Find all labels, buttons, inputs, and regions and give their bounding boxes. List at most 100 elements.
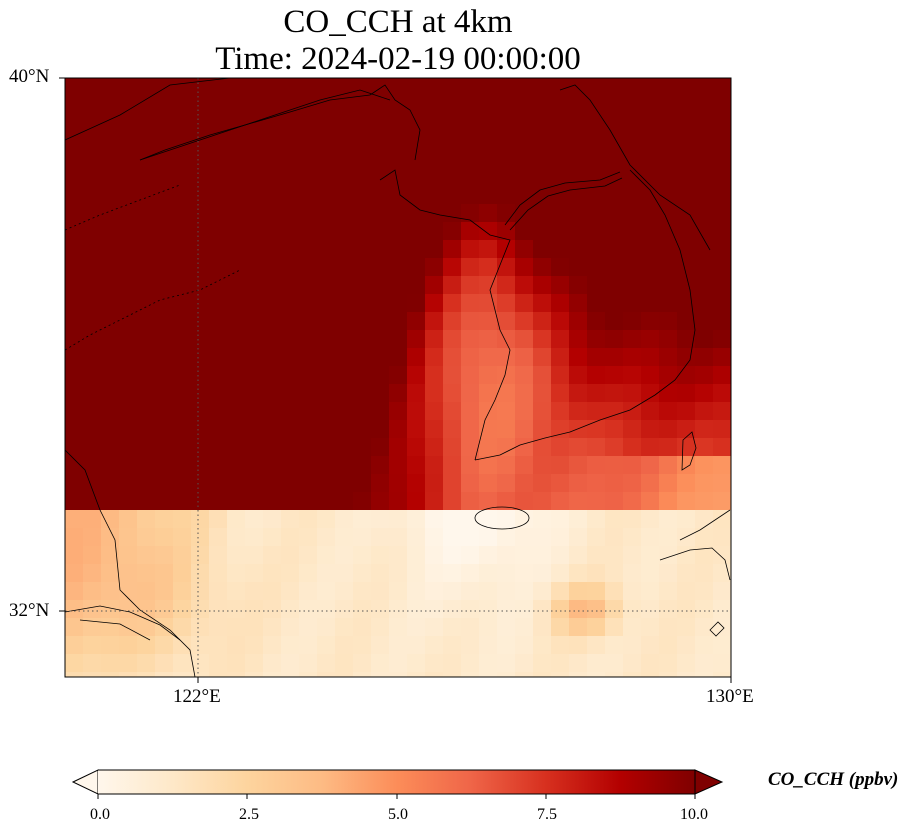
field-cell (569, 258, 588, 277)
field-cell (533, 258, 552, 277)
field-cell (299, 420, 318, 439)
field-cell (65, 546, 84, 565)
field-cell (137, 312, 156, 331)
field-cell (227, 672, 246, 677)
field-cell (551, 474, 570, 493)
field-cell (173, 582, 192, 601)
field-cell (659, 474, 678, 493)
field-cell (83, 654, 102, 673)
field-cell (533, 654, 552, 673)
field-cell (353, 384, 372, 403)
field-cell (605, 564, 624, 583)
field-cell (569, 168, 588, 187)
field-cell (263, 438, 282, 457)
field-cell (263, 78, 282, 97)
field-cell (119, 240, 138, 259)
field-cell (227, 132, 246, 151)
field-cell (425, 420, 444, 439)
field-cell (137, 78, 156, 97)
field-cell (191, 564, 210, 583)
field-cell (263, 474, 282, 493)
field-cell (569, 240, 588, 259)
field-cell (281, 330, 300, 349)
field-cell (83, 132, 102, 151)
field-cell (65, 168, 84, 187)
field-cell (479, 168, 498, 187)
colorbar-ticks (97, 794, 696, 799)
field-cell (497, 348, 516, 367)
field-cell (497, 294, 516, 313)
field-cell (65, 528, 84, 547)
field-cell (695, 114, 714, 133)
field-cell (335, 348, 354, 367)
field-cell (479, 492, 498, 511)
field-cell (389, 132, 408, 151)
field-cell (227, 204, 246, 223)
field-cell (533, 222, 552, 241)
field-cell (533, 114, 552, 133)
field-cell (119, 276, 138, 295)
field-cell (155, 258, 174, 277)
field-cell (263, 150, 282, 169)
field-cell (533, 204, 552, 223)
field-cell (173, 474, 192, 493)
field-cell (569, 420, 588, 439)
field-cell (641, 438, 660, 457)
field-cell (497, 384, 516, 403)
field-cell (353, 474, 372, 493)
field-cell (65, 492, 84, 511)
field-cell (443, 222, 462, 241)
field-cell (443, 618, 462, 637)
field-cell (677, 582, 696, 601)
field-cell (659, 150, 678, 169)
field-cell (461, 132, 480, 151)
field-cell (209, 672, 228, 677)
field-cell (497, 654, 516, 673)
field-cell (119, 114, 138, 133)
field-cell (515, 312, 534, 331)
field-cell (551, 582, 570, 601)
field-cell (353, 618, 372, 637)
field-cell (263, 240, 282, 259)
korea-north-border (504, 171, 623, 231)
field-cell (695, 96, 714, 115)
field-cell (101, 132, 120, 151)
field-cell (533, 420, 552, 439)
field-cell (101, 474, 120, 493)
field-cell (695, 294, 714, 313)
field-cell (353, 672, 372, 677)
field-cell (677, 240, 696, 259)
field-cell (461, 204, 480, 223)
field-cell (281, 366, 300, 385)
field-cell (605, 240, 624, 259)
field-cell (155, 114, 174, 133)
field-cell (461, 348, 480, 367)
field-cell (407, 186, 426, 205)
field-cell (83, 600, 102, 619)
field-cell (281, 276, 300, 295)
field-cell (605, 312, 624, 331)
field-cell (605, 456, 624, 475)
field-cell (371, 456, 390, 475)
field-cell (281, 348, 300, 367)
field-cell (263, 618, 282, 637)
field-cell (353, 132, 372, 151)
field-cell (155, 672, 174, 677)
field-cell (137, 528, 156, 547)
field-cell (569, 654, 588, 673)
field-cell (353, 456, 372, 475)
field-cell (299, 258, 318, 277)
field-cell (533, 78, 552, 97)
field-cell (389, 402, 408, 421)
field-cell (713, 438, 731, 457)
field-cell (641, 618, 660, 637)
field-cell (659, 204, 678, 223)
field-cell (407, 222, 426, 241)
field-cell (497, 366, 516, 385)
field-cell (173, 402, 192, 421)
field-cell (119, 330, 138, 349)
field-cell (533, 294, 552, 313)
field-cell (173, 312, 192, 331)
field-cell (263, 564, 282, 583)
field-cell (371, 618, 390, 637)
